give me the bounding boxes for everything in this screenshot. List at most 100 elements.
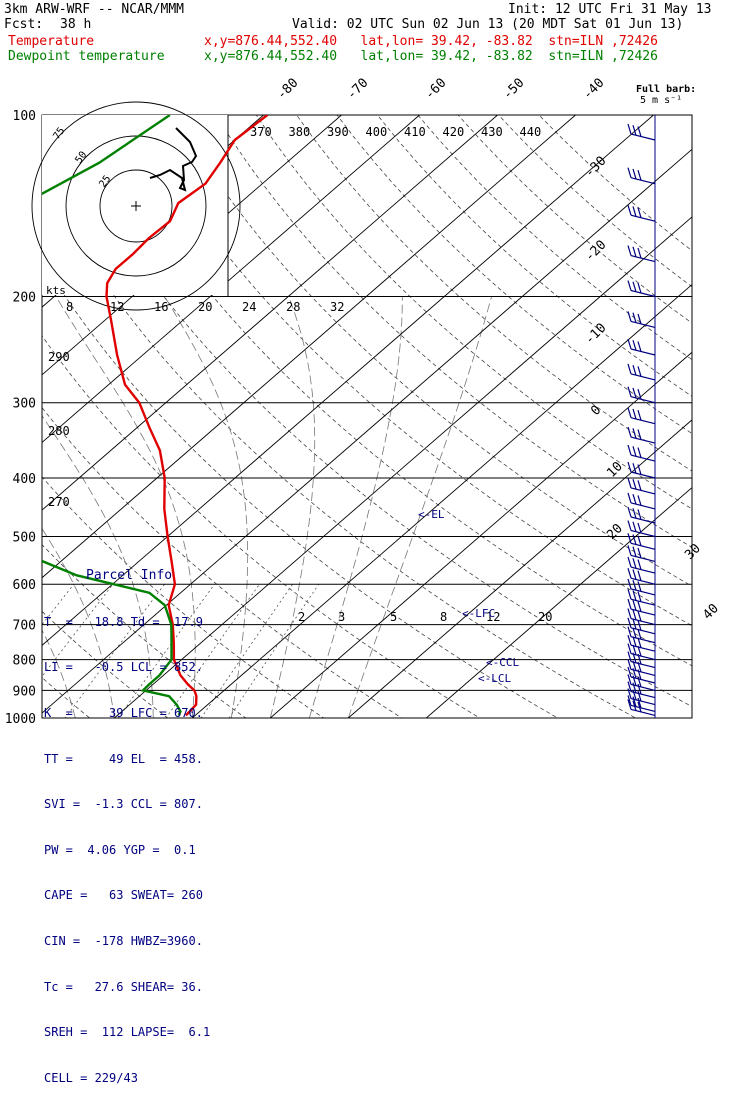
hodograph-speed-label: 8 [66, 300, 73, 314]
theta-label: 390 [327, 125, 349, 139]
wind-barb-flag [638, 548, 641, 558]
wind-barb-shaft [631, 455, 655, 461]
wind-barb-shaft [631, 437, 655, 443]
wind-barb-flag [638, 248, 641, 258]
dry-adiabat [216, 115, 740, 731]
wind-barb-flag [638, 366, 641, 376]
isotherm-label: -10 [582, 321, 609, 348]
wind-barb-flag [628, 246, 631, 256]
ccl-marker: <-CCL [486, 656, 519, 669]
theta-e-label: 290 [48, 350, 70, 364]
wind-barb-flag [628, 557, 631, 567]
wind-barb-flag [638, 523, 641, 533]
wind-barb-flag [633, 508, 636, 518]
wind-barb-flag [638, 342, 641, 352]
parcel-row: TT = 49 EL = 458. [44, 752, 230, 767]
hodograph-speed-label: 20 [198, 300, 212, 314]
hodograph-speed-label: 24 [242, 300, 256, 314]
wind-barb-flag [638, 314, 641, 324]
wind-barb-flag [633, 340, 636, 350]
dry-adiabat [256, 115, 740, 731]
isotherm [0, 115, 30, 731]
wind-barb [628, 339, 655, 355]
wind-barb-flag [638, 620, 641, 630]
wind-barb-flag [628, 589, 631, 599]
wind-barb-flag [633, 580, 636, 590]
wind-barb-shaft [631, 531, 655, 537]
wind-barb-flag [628, 462, 631, 472]
mixing-ratio-label: 2 [298, 610, 305, 624]
parcel-row: SREH = 112 LAPSE= 6.1 [44, 1025, 230, 1040]
wind-barb-shaft [631, 418, 655, 424]
isotherm-label: -20 [582, 238, 609, 265]
parcel-row: PW = 4.06 YGP = 0.1 [44, 843, 230, 858]
isotherm-label: -50 [500, 76, 527, 103]
parcel-row: CAPE = 63 SWEAT= 260 [44, 888, 230, 903]
lfc-marker: <-LFC [462, 607, 495, 620]
pressure-tick-label: 400 [13, 472, 36, 487]
wind-barb-flag [628, 281, 631, 291]
isotherm-label: -40 [580, 76, 607, 103]
dry-adiabat [0, 115, 27, 731]
pressure-tick-label: 500 [13, 530, 36, 545]
wind-barb-flag [628, 124, 631, 134]
wind-barb-flag [628, 568, 631, 578]
wind-barb-flag [628, 599, 631, 609]
wind-barb [628, 168, 655, 184]
wind-barb-flag [633, 479, 636, 489]
wind-barb [628, 311, 655, 327]
moist-adiabat [270, 297, 314, 719]
wind-barb-flag [633, 247, 636, 257]
parcel-row: SVI = -1.3 CCL = 807. [44, 797, 230, 812]
wind-barb-flag [638, 560, 641, 570]
wind-barb [628, 493, 655, 509]
wind-barb [628, 445, 655, 461]
wind-barb-flag [633, 522, 636, 532]
wind-barb [628, 387, 655, 403]
wind-barb-shaft [631, 488, 655, 494]
theta-label: 420 [443, 125, 465, 139]
wind-barb-shaft [631, 374, 655, 380]
parcel-row: K = 39 LFC = 670. [44, 706, 230, 721]
wind-barb-flag [628, 408, 631, 418]
wind-barb [628, 627, 655, 643]
wind-barb-flag [633, 365, 636, 375]
wind-barb-flag [638, 170, 641, 180]
pressure-tick-label: 900 [13, 684, 36, 699]
wind-barb [628, 478, 655, 494]
wind-barb-flag [638, 536, 641, 546]
wind-barb-flag [633, 409, 636, 419]
wind-barb [628, 427, 655, 443]
wind-barb-flag [633, 547, 636, 557]
wind-barb-flag [633, 610, 636, 620]
wind-barb-flag [628, 609, 631, 619]
wind-barb-flag [633, 169, 636, 179]
hodograph-speed-label: 28 [286, 300, 300, 314]
dry-adiabat [499, 115, 740, 731]
wind-barb-flag [633, 388, 636, 398]
hodograph-bg [42, 115, 228, 295]
wind-barb-flag [628, 521, 631, 531]
lcl-marker: <-LCL [478, 672, 511, 685]
el-marker: <-EL [418, 508, 445, 521]
hodograph-speed-label: 16 [154, 300, 168, 314]
wind-barb-flag [633, 494, 636, 504]
parcel-row: T = 18.8 Td = 17.9 [44, 615, 230, 630]
wind-barb-shaft [631, 517, 655, 523]
mixing-ratio-line [221, 584, 319, 731]
theta-label: 430 [481, 125, 503, 139]
wind-barb-shaft [631, 134, 655, 140]
wind-barb [628, 618, 655, 634]
wind-barb-flag [638, 127, 641, 137]
wind-barb [628, 609, 655, 625]
isotherm [334, 115, 740, 731]
pressure-tick-label: 100 [13, 109, 36, 124]
theta-label: 440 [520, 125, 542, 139]
wind-barb-flag [628, 478, 631, 488]
wind-barb-flag [638, 448, 641, 458]
isotherm-label: -80 [274, 76, 301, 103]
wind-barb [628, 205, 655, 221]
wind-barb-flag [638, 495, 641, 505]
wind-barb-flag [638, 581, 641, 591]
theta-label: 400 [366, 125, 388, 139]
